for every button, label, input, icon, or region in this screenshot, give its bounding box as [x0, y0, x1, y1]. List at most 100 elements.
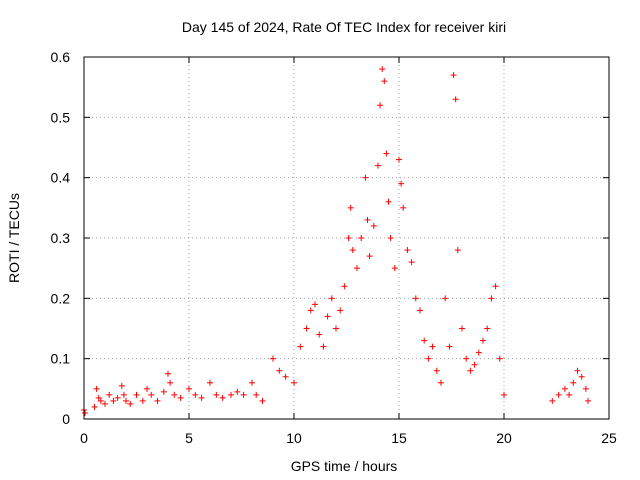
data-point	[320, 343, 327, 350]
data-point	[144, 385, 150, 392]
data-point	[312, 301, 318, 308]
data-point	[234, 388, 241, 395]
data-point	[95, 394, 102, 401]
data-point	[574, 367, 581, 374]
data-point	[417, 307, 423, 314]
data-point	[341, 283, 348, 290]
data-point	[198, 394, 205, 401]
data-point	[177, 394, 184, 401]
data-point	[276, 367, 283, 374]
data-point	[354, 265, 360, 272]
data-point	[467, 367, 474, 374]
data-point	[566, 391, 573, 398]
data-point	[328, 295, 335, 302]
data-point	[240, 391, 247, 398]
data-point	[349, 247, 356, 254]
data-point	[106, 391, 113, 398]
data-point	[585, 397, 591, 404]
data-point	[102, 400, 108, 407]
data-point	[362, 174, 369, 181]
data-point	[270, 355, 276, 362]
data-point	[186, 385, 192, 392]
data-point	[282, 373, 289, 380]
chart-title: Day 145 of 2024, Rate Of TEC Index for r…	[182, 19, 506, 35]
data-point	[366, 253, 373, 260]
data-point	[425, 355, 432, 362]
data-point	[358, 235, 365, 241]
data-point	[307, 307, 314, 314]
data-point	[446, 343, 453, 350]
data-point	[383, 150, 390, 157]
data-point	[488, 295, 495, 302]
data-point	[93, 385, 100, 392]
data-point	[192, 391, 199, 398]
data-point	[171, 391, 178, 398]
axis-ticks: 0 5 10 15 20 25 0 0.1 0.2 0.3 0.4 0.5 0.6	[51, 49, 617, 446]
data-point	[324, 313, 331, 320]
data-point	[123, 397, 129, 404]
data-point	[370, 222, 377, 229]
data-point	[316, 331, 323, 338]
x-axis-label: GPS time / hours	[291, 458, 398, 474]
data-point	[433, 367, 440, 374]
data-point	[167, 379, 174, 386]
data-point	[219, 394, 226, 401]
data-point	[381, 78, 388, 85]
data-point	[578, 373, 585, 380]
data-point	[582, 385, 589, 392]
data-point	[297, 343, 304, 350]
data-point	[412, 295, 419, 302]
data-point	[165, 370, 171, 377]
data-point	[408, 259, 415, 266]
data-point	[379, 66, 386, 73]
data-point	[154, 397, 161, 404]
data-point	[555, 391, 562, 398]
data-point	[480, 337, 486, 344]
data-point	[501, 391, 507, 398]
x-tick-label: 15	[391, 430, 407, 446]
data-point	[160, 388, 167, 395]
data-point	[496, 355, 503, 362]
x-tick-label: 25	[601, 430, 617, 446]
data-point	[345, 235, 352, 241]
data-point	[375, 162, 381, 169]
data-point	[421, 337, 428, 344]
data-point	[385, 198, 392, 205]
data-point	[118, 382, 125, 389]
y-tick-label: 0.4	[51, 170, 71, 186]
gridlines	[84, 57, 609, 419]
data-points	[81, 66, 591, 416]
data-point	[114, 394, 121, 401]
x-tick-label: 0	[80, 430, 88, 446]
data-point	[484, 325, 491, 332]
x-tick-label: 10	[286, 430, 302, 446]
data-point	[561, 385, 568, 392]
data-point	[207, 379, 213, 386]
data-point	[549, 397, 556, 404]
data-point	[429, 343, 436, 350]
data-point	[120, 391, 127, 398]
data-point	[475, 349, 482, 356]
data-point	[454, 247, 461, 254]
data-point	[82, 409, 89, 416]
y-tick-label: 0.3	[51, 230, 71, 246]
x-tick-label: 20	[496, 430, 512, 446]
data-point	[463, 355, 470, 362]
data-point	[452, 96, 459, 103]
data-point	[259, 397, 266, 404]
y-tick-label: 0	[62, 411, 70, 427]
y-tick-label: 0.2	[51, 290, 71, 306]
data-point	[133, 391, 140, 398]
data-point	[337, 307, 344, 314]
data-point	[450, 72, 457, 79]
y-axis-label: ROTI / TECUs	[6, 193, 22, 283]
data-point	[400, 204, 407, 211]
data-point	[97, 397, 104, 404]
data-point	[91, 403, 98, 410]
data-point	[387, 235, 394, 241]
data-point	[303, 325, 310, 332]
data-point	[404, 247, 411, 254]
data-point	[377, 102, 384, 109]
data-point	[148, 391, 155, 398]
